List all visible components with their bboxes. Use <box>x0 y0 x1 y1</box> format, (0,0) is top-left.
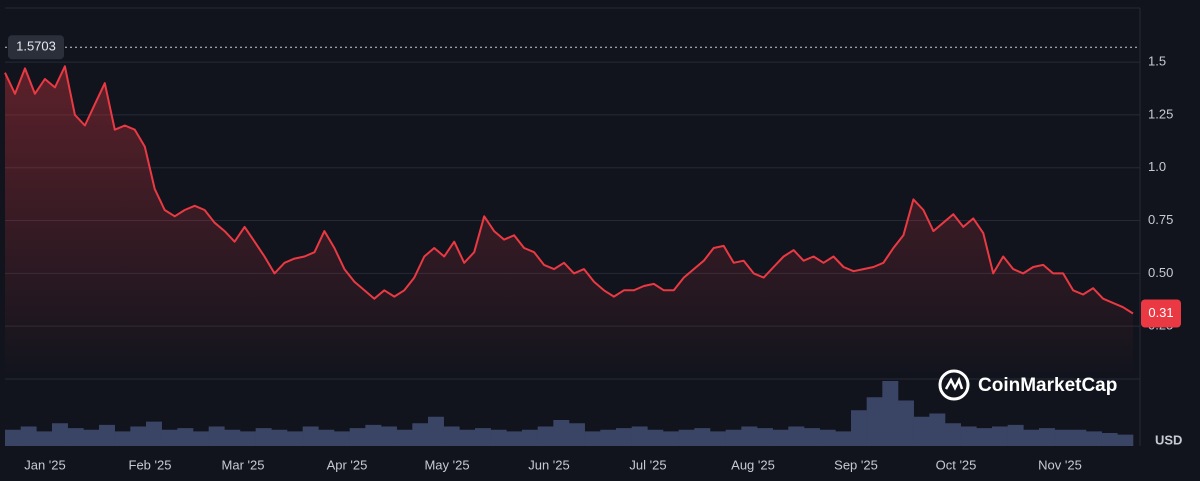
reference-badge <box>8 35 64 60</box>
volume-bar <box>788 426 805 446</box>
volume-bar <box>647 429 664 446</box>
volume-bar <box>36 431 53 446</box>
volume-bar <box>381 426 397 446</box>
volume-bar <box>302 426 319 446</box>
volume-bar <box>710 431 726 446</box>
x-tick-label: Oct '25 <box>936 457 977 472</box>
y-tick-label: 1.25 <box>1148 106 1173 121</box>
volume-bar <box>772 429 789 446</box>
volume-bar <box>725 429 742 446</box>
y-tick-label: 0.75 <box>1148 212 1173 227</box>
x-tick-label: Jun '25 <box>528 457 570 472</box>
volume-bar <box>161 429 178 446</box>
volume-bar <box>866 397 883 446</box>
volume-bar <box>694 428 711 446</box>
volume-bar <box>490 429 507 446</box>
reference-price-label: 1.5703 <box>16 39 56 54</box>
volume-bar <box>882 381 899 446</box>
y-tick-label: 0.50 <box>1148 265 1173 280</box>
volume-bar <box>616 428 632 446</box>
volume-bar <box>287 431 303 446</box>
volume-bar <box>130 426 147 446</box>
x-tick-label: Jan '25 <box>24 457 66 472</box>
y-tick-label: 1.0 <box>1148 159 1166 174</box>
volume-bar <box>522 429 538 446</box>
x-tick-label: Apr '25 <box>327 457 368 472</box>
volume-bar <box>1007 424 1024 446</box>
volume-bar <box>349 428 366 446</box>
volume-bar <box>208 426 225 446</box>
volume-bar <box>898 400 914 446</box>
price-area <box>5 66 1133 380</box>
volume-bar <box>678 429 695 446</box>
volume-bar <box>1054 429 1071 446</box>
volume-bar <box>913 416 930 446</box>
volume-bar <box>663 431 679 446</box>
y-tick-label: 1.5 <box>1148 54 1166 69</box>
volume-bar <box>52 423 68 446</box>
current-price-label: 0.31 <box>1148 305 1173 320</box>
volume-bar <box>271 429 288 446</box>
volume-bar <box>1101 433 1118 446</box>
volume-bar <box>569 423 585 446</box>
x-tick-label: May '25 <box>424 457 469 472</box>
volume-bar <box>412 423 429 446</box>
volume-bar <box>318 429 335 446</box>
volume-bar <box>5 429 21 446</box>
volume-bar <box>334 431 350 446</box>
volume-bar <box>475 428 491 446</box>
volume-bar <box>224 429 241 446</box>
volume-bar <box>1086 431 1102 446</box>
x-tick-label: Sep '25 <box>834 457 878 472</box>
volume-bar <box>960 426 977 446</box>
volume-bar <box>20 426 37 446</box>
x-tick-label: Nov '25 <box>1038 457 1082 472</box>
volume-bar <box>146 421 162 446</box>
current-badge <box>1141 299 1181 328</box>
volume-bar <box>631 426 648 446</box>
volume-bar <box>1117 434 1134 446</box>
volume-bar <box>459 429 476 446</box>
volume-bar <box>67 428 84 446</box>
volume-bar <box>114 431 131 446</box>
brand: CoinMarketCap <box>938 369 1117 401</box>
volume-bar <box>193 431 209 446</box>
volume-bar <box>1039 428 1055 446</box>
volume-bar <box>553 420 570 446</box>
volume-bar <box>945 423 961 446</box>
volume-bar <box>804 428 820 446</box>
volume-bar <box>255 428 272 446</box>
volume-bar <box>396 429 413 446</box>
volume-bar <box>83 429 100 446</box>
x-tick-label: Jul '25 <box>629 457 666 472</box>
x-tick-label: Mar '25 <box>222 457 265 472</box>
volume-bar <box>443 426 460 446</box>
volume-bar <box>741 426 758 446</box>
price-line <box>4 65 1134 315</box>
volume-bar <box>506 431 523 446</box>
volume-bar <box>99 424 115 446</box>
x-tick-label: Aug '25 <box>731 457 775 472</box>
volume-bar <box>1023 429 1040 446</box>
currency: USD <box>1155 432 1182 447</box>
volume-bar <box>835 431 852 446</box>
x-tick-label: Feb '25 <box>129 457 172 472</box>
volume-bar <box>537 426 554 446</box>
volume-bar <box>1070 429 1087 446</box>
volume-bar <box>584 431 601 446</box>
volume-bar <box>851 410 867 446</box>
volume-bar <box>929 413 946 446</box>
volume-bar <box>600 429 617 446</box>
volume-bar <box>365 424 382 446</box>
brand-logo-mark <box>944 376 964 391</box>
volume-bar <box>819 429 836 446</box>
brand-name: CoinMarketCap <box>978 375 1117 396</box>
volume-bar <box>428 416 444 446</box>
volume-bar <box>992 426 1008 446</box>
volume-bar <box>757 428 773 446</box>
volume-bar <box>177 428 194 446</box>
volume-bar <box>976 428 993 446</box>
volume-bar <box>240 431 256 446</box>
